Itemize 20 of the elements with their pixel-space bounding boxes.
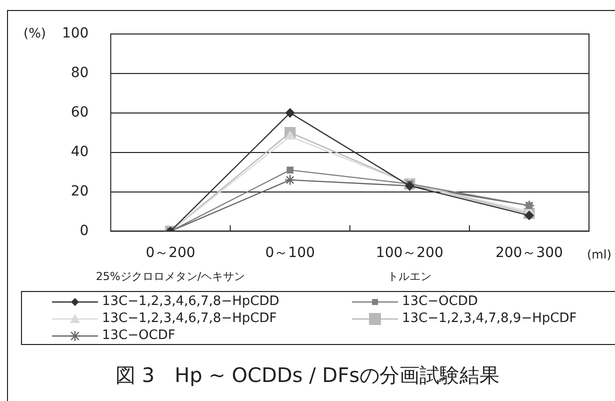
y-axis-title: (%) [24, 26, 46, 42]
legend-label: 13C−OCDF [102, 327, 176, 344]
y-tick-label: 100 [62, 26, 89, 42]
y-tick-label: 20 [70, 183, 89, 200]
y-tick-label: 80 [70, 65, 89, 82]
legend-label: 13C−1,2,3,4,6,7,8−HpCDF [102, 310, 277, 327]
y-tick-label: 40 [70, 144, 89, 160]
x-tick-label: 0～200 [146, 245, 196, 262]
x-axis-title: (ml) [587, 247, 612, 262]
legend-label: 13C−1,2,3,4,6,7,8−HpCDD [102, 293, 280, 310]
y-tick-label: 0 [80, 222, 89, 239]
text: 図 3 Hp ~ OCDDs / DFsの分画試験結果 [114, 362, 500, 389]
x-tick-label: 200～300 [495, 245, 563, 262]
y-tick-label: 60 [70, 104, 89, 121]
text: 25%ジクロロメタン/ヘキサン [96, 270, 246, 284]
x-tick-label: 0～100 [265, 245, 315, 262]
legend-label: 13C−OCDD [402, 293, 478, 310]
text: トルエン [388, 270, 432, 284]
legend-label: 13C−1,2,3,4,7,8,9−HpCDF [402, 310, 577, 327]
x-tick-label: 100～200 [376, 245, 444, 262]
